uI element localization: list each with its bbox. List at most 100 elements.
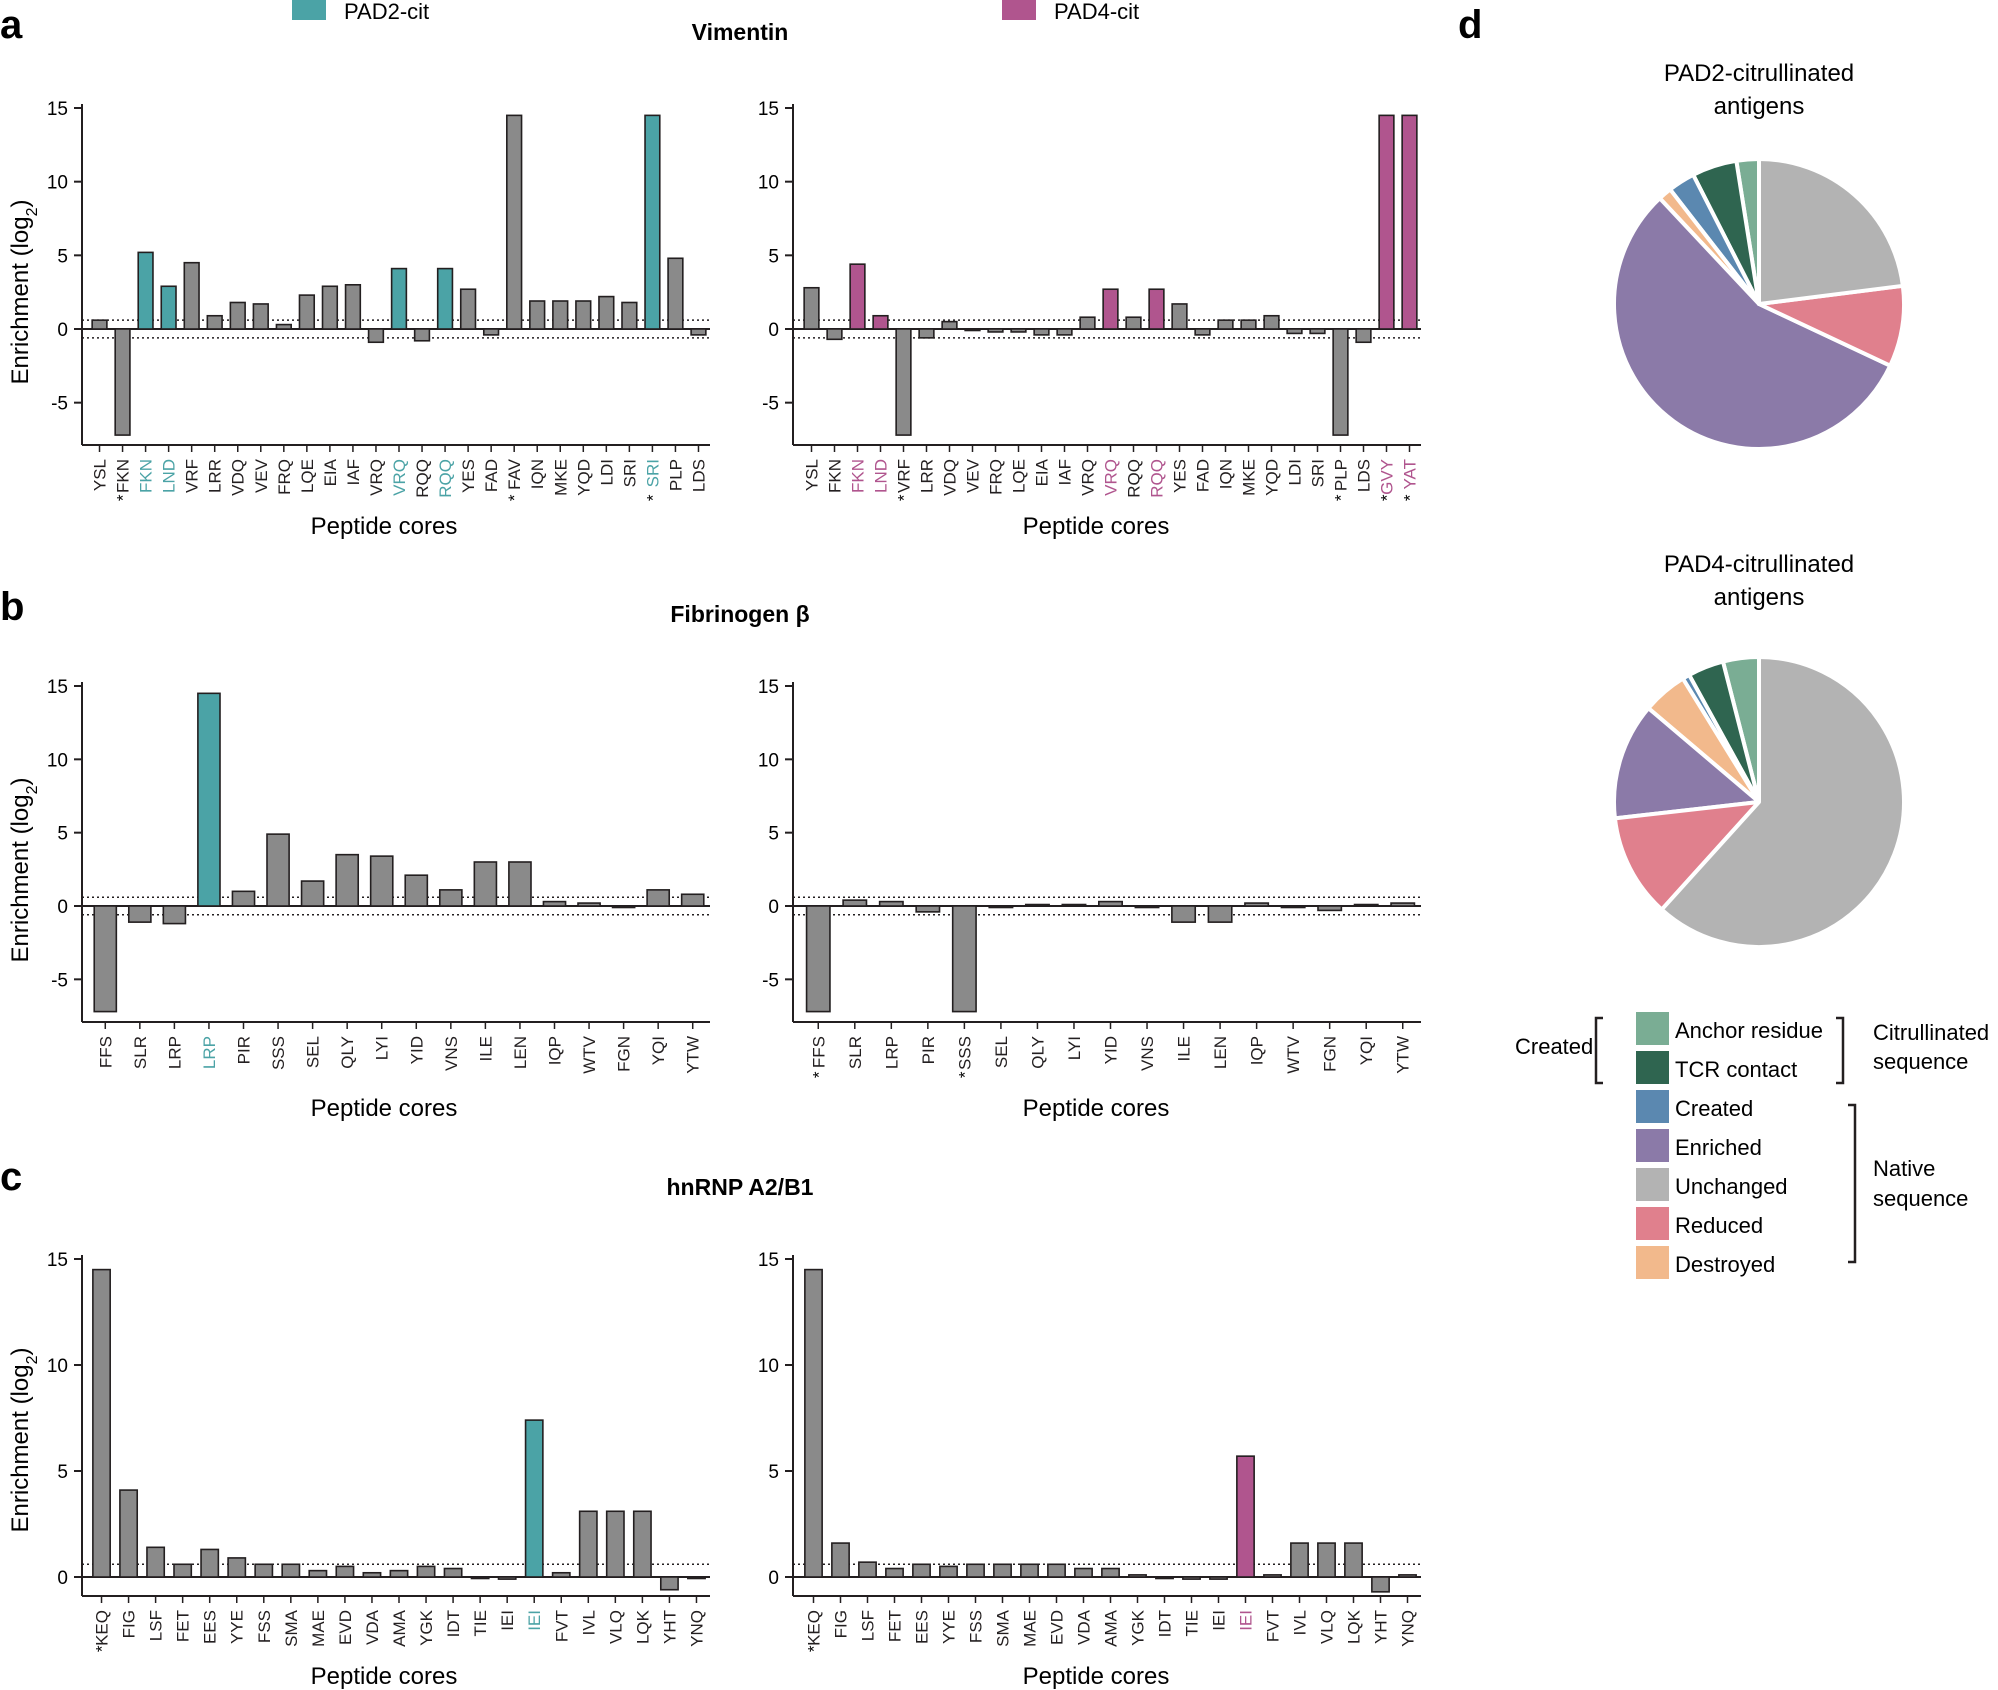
category-label-vev: VEV [964, 458, 983, 493]
bar-vlq [1317, 1542, 1336, 1578]
y-tick-label: 5 [768, 824, 779, 845]
bar-fig [119, 1489, 139, 1578]
bar-idt [443, 1567, 463, 1578]
bar-keq [92, 1268, 111, 1578]
category-label-mae: MAE [309, 1610, 328, 1647]
bar-vev [964, 328, 981, 332]
bar-fkn [849, 263, 866, 330]
y-tick-label: 0 [768, 1568, 779, 1589]
category-label-ynq: YNQ [1399, 1610, 1418, 1647]
bar-qly [335, 853, 360, 907]
category-label-fkn: FKN [849, 459, 868, 493]
category-label-fss: FSS [967, 1610, 986, 1643]
category-label-rqq: RQQ [1148, 459, 1167, 498]
category-label-yes: YES [459, 459, 478, 493]
category-label-ile: ILE [1175, 1036, 1194, 1062]
category-label-ffs: FFS [809, 1036, 828, 1068]
category-label-mke: MKE [1240, 459, 1259, 496]
bar-fkn [114, 328, 131, 436]
legend-label-tcr-contact: TCR contact [1675, 1057, 1797, 1082]
panel-title-hnrnp: hnRNP A2/B1 [667, 1174, 814, 1200]
y-tick-label: 10 [47, 750, 68, 771]
y-tick-label: 15 [47, 1250, 68, 1271]
category-label-fig: FIG [120, 1610, 139, 1638]
bar-tie [470, 1576, 490, 1580]
significance-star: * [93, 1645, 112, 1652]
bar-ile [473, 861, 498, 907]
legend-swatch-pad2 [292, 0, 326, 20]
bar-ytw [680, 893, 705, 907]
bar-fgn [1317, 905, 1343, 912]
category-label-iaf: IAF [1056, 459, 1075, 485]
x-axis-label-c-left: Peptide cores [311, 1663, 458, 1690]
significance-star: * [895, 494, 914, 501]
legend-swatch-reduced [1636, 1207, 1669, 1240]
bar-yqd [1263, 314, 1280, 330]
bar-yat [1401, 114, 1418, 330]
category-label-ytw: YTW [1394, 1036, 1413, 1074]
pie-slice-unchanged [1659, 655, 1906, 949]
bar-sri [1309, 328, 1326, 335]
pie-slice-unchanged [1757, 157, 1905, 306]
category-label-yqi: YQI [1357, 1036, 1376, 1065]
bar-rqq [1148, 288, 1165, 330]
category-label-lqe: LQE [298, 459, 317, 493]
bar-yqd [575, 300, 592, 330]
category-label-fgn: FGN [615, 1036, 634, 1072]
bar-iei [1209, 1576, 1228, 1580]
bar-yid [404, 874, 429, 907]
category-label-qly: QLY [338, 1036, 357, 1069]
legend-swatch-unchanged [1636, 1168, 1669, 1201]
y-tick-label: 5 [57, 1462, 68, 1483]
category-label-evd: EVD [1048, 1610, 1067, 1645]
bar-yid [1098, 900, 1123, 907]
bar-fkn [826, 328, 843, 341]
category-label-lnd: LND [160, 459, 179, 493]
x-axis-label-b-left: Peptide cores [311, 1095, 458, 1122]
category-label-sel: SEL [992, 1036, 1011, 1068]
category-label-lyi: LYI [1065, 1036, 1084, 1060]
category-label-lsf: LSF [147, 1610, 166, 1641]
bar-frq [987, 328, 1004, 333]
bar-vrq [1102, 288, 1119, 330]
category-label-lrp: LRP [165, 1036, 184, 1069]
legend-label-pad4: PAD4-cit [1054, 0, 1139, 24]
panel-letter-b: b [0, 585, 24, 629]
bar-lrp [162, 905, 187, 925]
bar-fss [966, 1563, 985, 1578]
category-label-rqq: RQQ [1125, 459, 1144, 498]
bar-sri [621, 301, 638, 330]
bar-ffs [93, 905, 118, 1013]
legend-label-destroyed: Destroyed [1675, 1252, 1775, 1277]
category-label-idt: IDT [444, 1610, 463, 1637]
bar-tie [1182, 1576, 1201, 1580]
bar-wtv [577, 902, 601, 907]
category-label-wtv: WTV [1284, 1035, 1303, 1073]
category-label-vlq: VLQ [606, 1610, 625, 1644]
bar-fss [254, 1563, 274, 1578]
category-label-lqe: LQE [1010, 459, 1029, 493]
category-label-ffs: FFS [96, 1036, 115, 1068]
category-label-len: LEN [1211, 1036, 1230, 1069]
category-label-tie: TIE [1183, 1610, 1202, 1636]
bar-plp [1332, 328, 1349, 436]
y-tick-label: 0 [57, 1568, 68, 1589]
category-label-frq: FRQ [275, 459, 294, 495]
category-label-ivl: IVL [1291, 1610, 1310, 1636]
bar-mke [1240, 319, 1257, 330]
bar-len [1207, 905, 1233, 923]
category-label-lnd: LND [872, 459, 891, 493]
y-tick-label: 10 [758, 750, 779, 771]
y-axis-label-a: Enrichment (log2) [7, 200, 41, 385]
bar-vns [1134, 905, 1160, 909]
significance-star: * [1401, 494, 1420, 501]
bar-vrq [390, 267, 408, 330]
category-label-yye: YYE [940, 1610, 959, 1644]
bar-yht [1371, 1576, 1390, 1593]
bar-lnd [872, 314, 889, 330]
bar-ygk [416, 1565, 436, 1578]
bar-fig [831, 1542, 850, 1578]
category-label-vrf: VRF [183, 459, 202, 493]
category-label-lqk: LQK [633, 1609, 652, 1644]
category-label-lrr: LRR [206, 459, 225, 493]
